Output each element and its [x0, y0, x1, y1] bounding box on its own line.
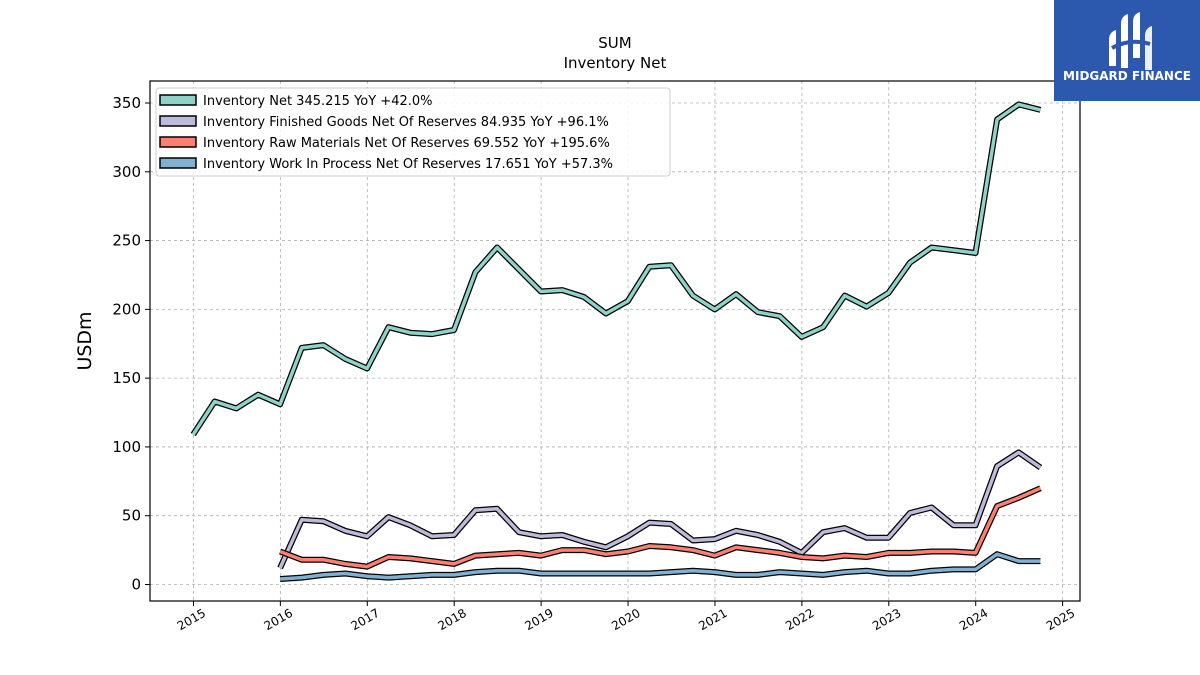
- y-tick-label: 50: [122, 507, 141, 525]
- legend-entries: Inventory Net 345.215 YoY +42.0% Inventor…: [159, 94, 613, 172]
- y-tick-label: 300: [112, 163, 141, 181]
- x-axis: 2015 2016 2017 2018 2019 2020 2021 2022 2023 2024…: [175, 601, 1077, 633]
- x-tick-label: 2022: [783, 606, 816, 633]
- x-tick-label: 2021: [696, 606, 729, 633]
- chart-title: SUM: [598, 34, 631, 52]
- y-tick-label: 0: [131, 575, 141, 593]
- midgard-finance-logo: MIDGARD FINANCE: [1054, 0, 1200, 101]
- x-tick-label: 2024: [957, 606, 990, 633]
- y-axis: 0 50 100 150 200 250 300 350: [112, 94, 150, 593]
- x-tick-label: 2018: [435, 606, 468, 633]
- series-line: [279, 485, 1042, 570]
- x-tick-label: 2023: [870, 606, 903, 633]
- y-tick-label: 150: [112, 369, 141, 387]
- y-tick-label: 350: [112, 94, 141, 112]
- legend-swatch: [159, 115, 197, 127]
- series-line-stroke: [278, 450, 1042, 569]
- x-tick-label: 2015: [175, 606, 208, 633]
- y-tick-label: 100: [112, 438, 141, 456]
- y-tick-label: 250: [112, 232, 141, 250]
- x-tick-label: 2016: [262, 606, 295, 633]
- midgard-logo-icon: [1109, 12, 1152, 70]
- x-tick-label: 2017: [349, 606, 382, 633]
- series-line-stroke: [279, 486, 1042, 569]
- y-tick-label: 200: [112, 300, 141, 318]
- series-line: [190, 101, 1042, 437]
- plot-frame: [149, 80, 1081, 602]
- legend-entry-label: Inventory Finished Goods Net Of Reserves…: [203, 115, 609, 130]
- x-tick-label: 2020: [609, 606, 642, 633]
- series-line-outline: [279, 485, 1042, 570]
- series-layer: [190, 101, 1043, 582]
- legend-entry-label: Inventory Raw Materials Net Of Reserves …: [203, 136, 610, 151]
- legend-swatch: [159, 157, 197, 169]
- series-line-stroke: [279, 552, 1041, 581]
- series-line: [277, 449, 1043, 570]
- x-tick-label: 2025: [1044, 606, 1077, 633]
- legend: Inventory Net 345.215 YoY +42.0% Inventor…: [155, 87, 671, 177]
- series-line: [279, 551, 1041, 582]
- legend-box: [155, 87, 671, 177]
- chart-subtitle: Inventory Net: [564, 54, 667, 72]
- legend-entry-label: Inventory Net 345.215 YoY +42.0%: [203, 94, 433, 109]
- legend-swatch: [159, 94, 197, 106]
- grid-layer: [150, 81, 1080, 601]
- legend-entry-label: Inventory Work In Process Net Of Reserve…: [203, 157, 613, 172]
- series-line-stroke: [191, 102, 1041, 436]
- logo-text: MIDGARD FINANCE: [1063, 69, 1191, 83]
- y-axis-label: USDm: [74, 311, 96, 370]
- legend-swatch: [159, 136, 197, 148]
- x-tick-label: 2019: [522, 606, 555, 633]
